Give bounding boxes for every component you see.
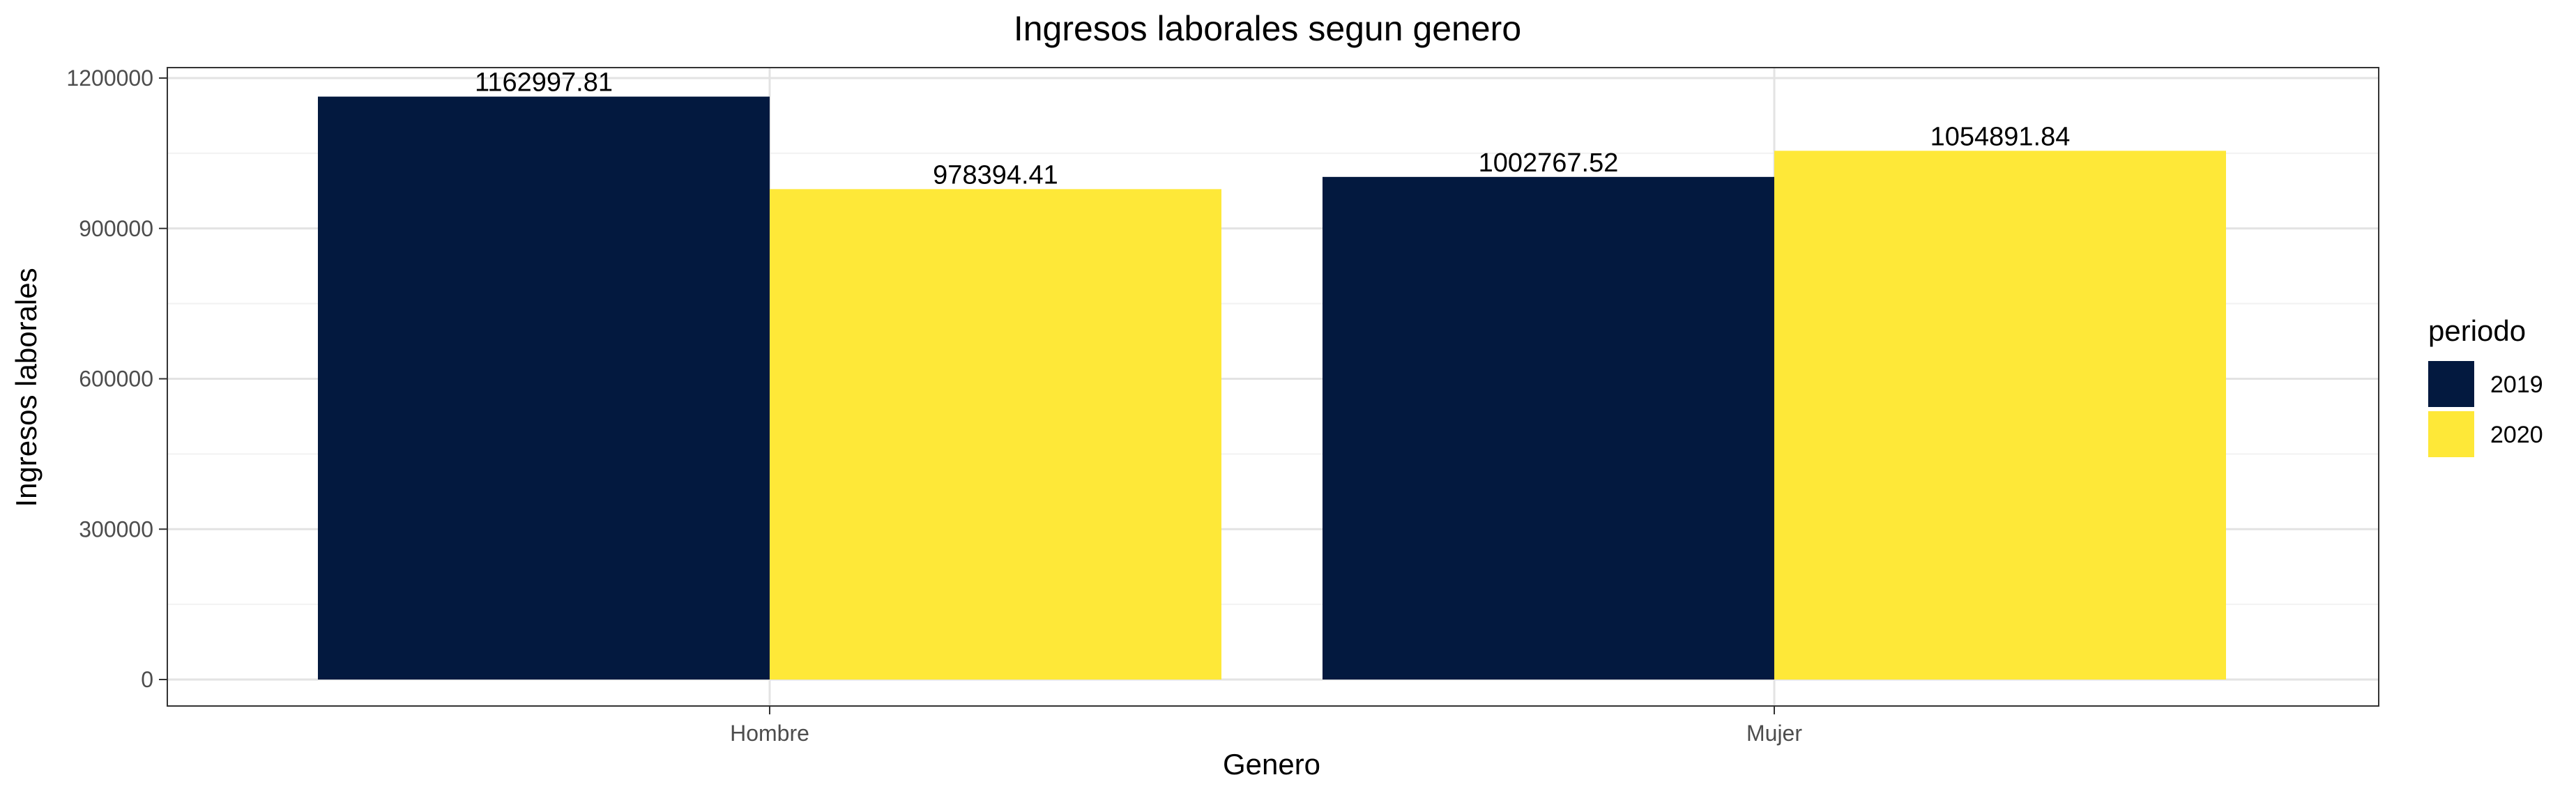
legend-key-2019 [2428,361,2474,407]
bar-hombre-2020 [770,189,1221,680]
legend-label-2020: 2020 [2490,422,2543,448]
data-labels: 1162997.81 1002767.52 978394.41 1054891.84 [475,68,2070,190]
y-axis-title: Ingresos laborales [10,268,43,507]
y-tick-label: 600000 [79,367,153,392]
plot-panel: 1162997.81 1002767.52 978394.41 1054891.84 [167,67,2379,707]
x-tick-label: Mujer [1746,721,1802,746]
panel-border [167,67,2379,707]
y-tick-label: 0 [141,667,153,692]
legend: periodo 2019 2020 [2428,314,2543,457]
chart-title: Ingresos laborales segun genero [1014,9,1521,48]
legend-key-2020 [2428,411,2474,457]
data-label-mujer-2019: 1002767.52 [1479,148,1619,178]
data-label-mujer-2020: 1054891.84 [1930,122,2071,151]
bar-mujer-2020 [1774,151,2226,680]
y-tick-label: 1200000 [66,66,153,91]
legend-label-2019: 2019 [2490,371,2543,398]
x-axis: Hombre Mujer [730,706,1802,746]
bar-mujer-2019 [1323,176,1774,680]
bar-hombre-2019 [318,96,770,680]
legend-items: 2019 2020 [2428,361,2543,457]
y-axis: 0 300000 600000 900000 1200000 [66,66,167,692]
legend-title: periodo [2428,314,2526,347]
data-label-hombre-2020: 978394.41 [933,160,1058,190]
bars [318,96,2226,680]
x-tick-label: Hombre [730,721,809,746]
y-tick-label: 900000 [79,216,153,241]
x-axis-title: Genero [1223,748,1320,781]
y-tick-label: 300000 [79,516,153,542]
data-label-hombre-2019: 1162997.81 [475,68,613,98]
